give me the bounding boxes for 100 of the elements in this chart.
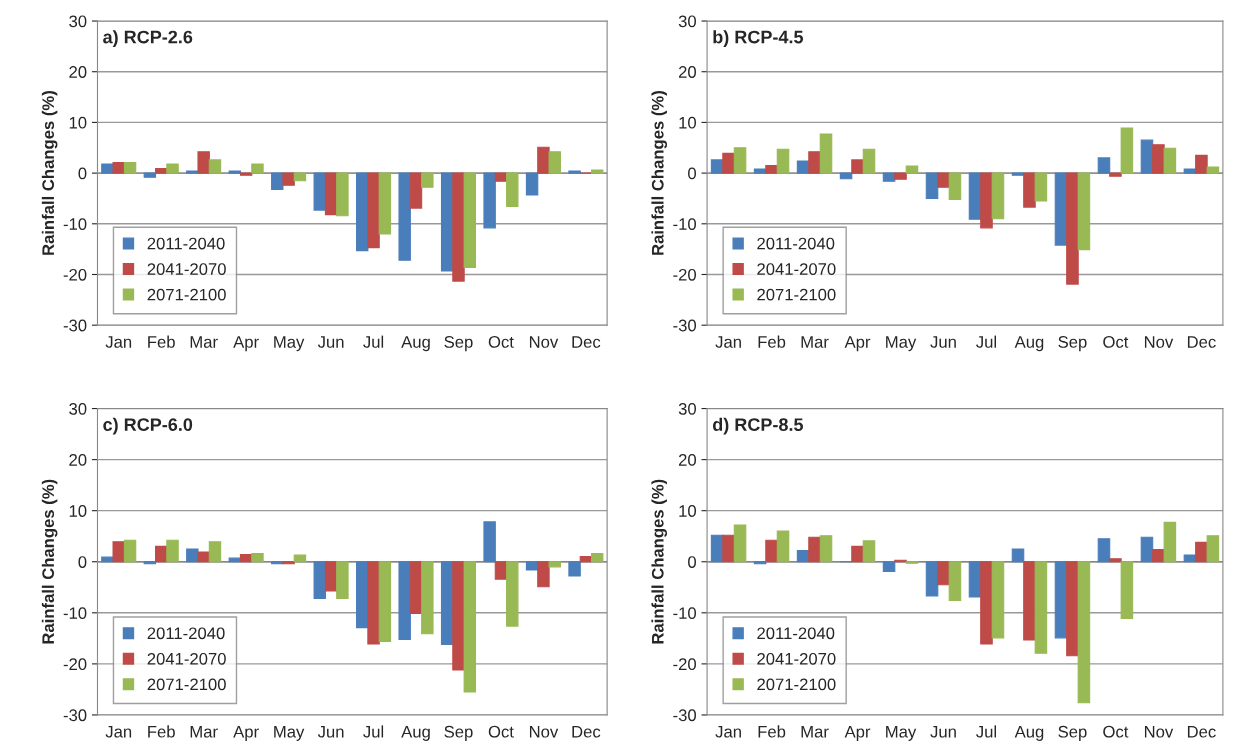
- bar: [819, 133, 833, 174]
- y-tick-label: 0: [78, 167, 87, 180]
- x-tick-label: May: [886, 336, 917, 352]
- bar: [808, 536, 821, 563]
- x-tick-label: Jul: [976, 725, 997, 738]
- bar: [776, 148, 790, 174]
- bar: [506, 172, 519, 208]
- y-tick-label: 0: [688, 167, 697, 180]
- x-tick-label: Mar: [801, 336, 829, 348]
- bar: [367, 561, 380, 645]
- bar: [753, 561, 767, 565]
- bar: [1011, 172, 1025, 176]
- bar: [591, 169, 604, 174]
- bar: [228, 170, 242, 174]
- bar: [251, 553, 264, 563]
- x-tick-label: Mar: [801, 725, 829, 738]
- bar: [1034, 172, 1048, 202]
- bar: [1023, 172, 1036, 208]
- x-tick-label: Nov: [1144, 725, 1174, 738]
- bar: [483, 172, 496, 229]
- bar: [143, 561, 157, 565]
- bar: [851, 545, 864, 563]
- y-tick-label: 10: [69, 505, 87, 517]
- legend-label: 2011-2040: [757, 627, 835, 640]
- bar: [101, 163, 114, 174]
- bar: [336, 561, 349, 600]
- chart-title: b) RCP-4.5: [713, 30, 804, 47]
- x-tick-label: Aug: [401, 336, 430, 352]
- bar: [313, 561, 326, 600]
- bar: [494, 561, 508, 580]
- bar: [1077, 172, 1091, 251]
- bar: [1077, 561, 1091, 704]
- bar: [208, 541, 222, 563]
- bar: [1034, 561, 1048, 654]
- bar: [851, 159, 864, 174]
- x-tick-label: Sep: [444, 336, 473, 352]
- bar: [568, 170, 581, 174]
- x-tick-label: Dec: [572, 725, 601, 738]
- y-tick-label: -20: [63, 658, 87, 671]
- bar: [1163, 147, 1177, 174]
- x-tick-label: Sep: [444, 725, 473, 741]
- bar: [991, 172, 1005, 220]
- bar: [568, 561, 581, 577]
- x-tick-label: Jun: [930, 336, 956, 348]
- legend-label: 2011-2040: [147, 237, 225, 250]
- bar: [1109, 172, 1122, 177]
- x-tick-label: Feb: [758, 725, 786, 738]
- x-tick-label: Oct: [488, 725, 514, 738]
- x-tick-label: Sep: [1058, 725, 1087, 741]
- bar: [239, 172, 253, 176]
- bar: [808, 151, 821, 174]
- x-tick-label: Aug: [401, 725, 430, 741]
- bar: [753, 168, 767, 174]
- x-tick-label: May: [274, 725, 305, 741]
- bar: [1163, 521, 1177, 563]
- bar: [440, 172, 454, 272]
- bar: [186, 170, 199, 174]
- bar: [251, 163, 264, 174]
- bar: [123, 539, 137, 563]
- bar: [197, 551, 210, 563]
- x-tick-label: May: [886, 725, 917, 741]
- x-tick-label: Feb: [148, 335, 175, 348]
- bar: [733, 147, 747, 174]
- y-tick-label: -10: [63, 607, 87, 620]
- bar: [421, 172, 434, 188]
- bar: [765, 164, 778, 174]
- bar: [722, 534, 735, 563]
- x-tick-label: Apr: [233, 336, 259, 352]
- x-tick-label: Jul: [976, 335, 997, 348]
- y-tick-label: 20: [69, 66, 87, 78]
- x-tick-label: Nov: [529, 725, 559, 738]
- bar: [421, 561, 434, 635]
- bar: [882, 172, 896, 182]
- x-tick-label: Mar: [190, 725, 218, 738]
- legend-label: 2041-2070: [757, 263, 836, 275]
- y-axis-title: Rainfall Changes (%): [651, 479, 668, 644]
- bar: [398, 172, 411, 261]
- bar: [186, 548, 199, 563]
- chart-title: c) RCP-6.0: [103, 417, 193, 435]
- bar: [1206, 535, 1220, 563]
- chart-title: a) RCP-2.6: [103, 30, 193, 47]
- y-tick-label: -20: [673, 658, 697, 671]
- chart-title: d) RCP-8.5: [712, 417, 804, 435]
- bar: [1066, 172, 1079, 285]
- x-tick-label: Nov: [529, 336, 559, 348]
- x-tick-label: Dec: [1187, 336, 1216, 348]
- bar: [819, 535, 833, 563]
- y-tick-label: 10: [69, 116, 87, 129]
- bar: [452, 172, 465, 282]
- bar: [1183, 168, 1197, 174]
- bar: [1066, 561, 1079, 657]
- bar: [154, 167, 168, 174]
- bar: [166, 539, 179, 563]
- bar: [293, 172, 307, 182]
- legend-label: 2071-2100: [757, 288, 836, 301]
- legend-label: 2041-2070: [147, 652, 226, 665]
- bar: [948, 172, 962, 201]
- y-tick-label: 30: [69, 15, 87, 28]
- bar: [143, 172, 157, 178]
- bar: [313, 172, 326, 211]
